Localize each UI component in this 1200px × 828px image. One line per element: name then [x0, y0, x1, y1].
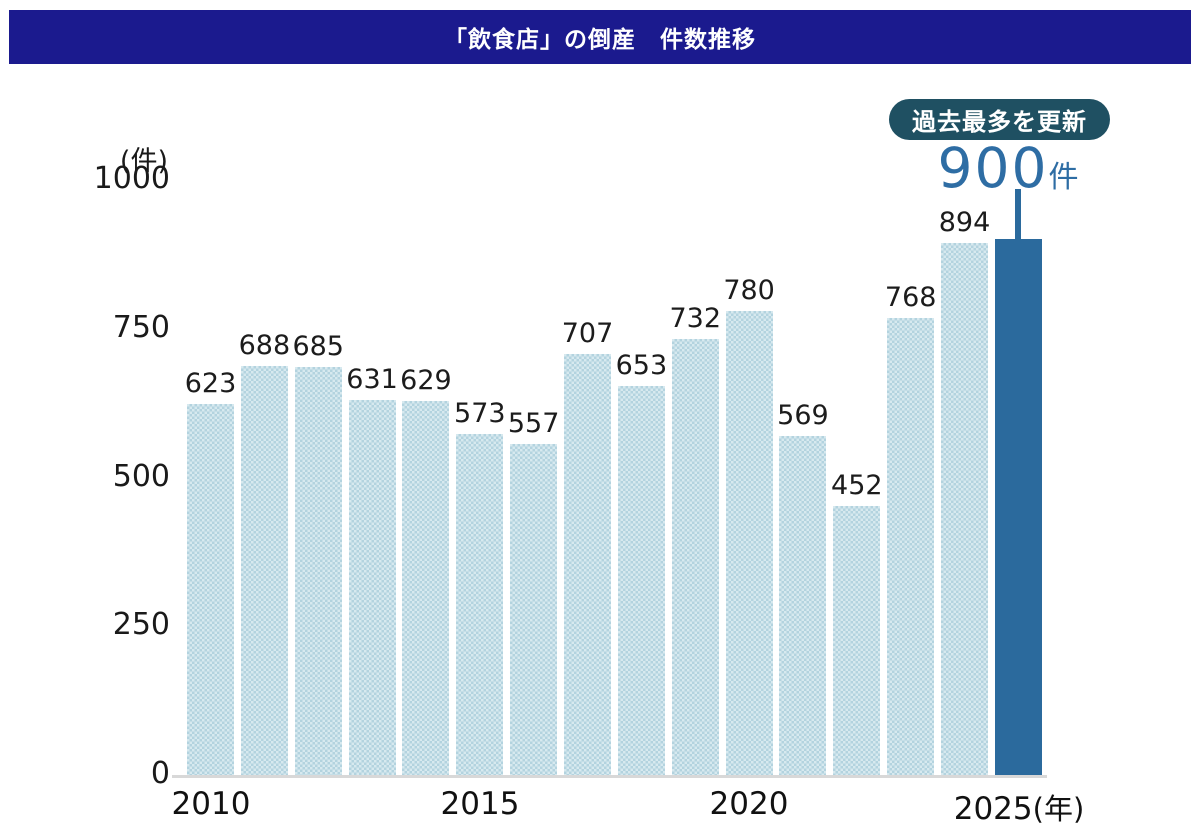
callout-connector-line: [1015, 189, 1021, 241]
bar-value-label-2012: 685: [292, 331, 344, 362]
bar-2012: 685: [292, 331, 344, 775]
x-tick-2010: 2010: [171, 786, 251, 822]
x-tick-2015: 2015: [440, 786, 520, 822]
bar-2023: 768: [885, 282, 936, 775]
bar-value-label-2024: 894: [938, 207, 991, 238]
bar-value-label-2016: 557: [507, 408, 560, 439]
bar-value-label-2021: 569: [777, 400, 829, 431]
bar-value-label-2017: 707: [561, 318, 614, 349]
bar-2017: 707: [562, 318, 613, 775]
bar-2022: 452: [831, 470, 883, 775]
bar-2016: 557: [508, 408, 559, 775]
x-tick-2020: 2020: [709, 786, 789, 822]
y-tick-750: 750: [112, 310, 170, 345]
y-tick-500: 500: [112, 459, 170, 494]
highlight-value-callout: 900 件: [938, 136, 1079, 200]
bar-2024: 894: [939, 207, 990, 775]
bar-value-label-2011: 688: [238, 330, 291, 361]
bar-2011: 688: [239, 330, 290, 775]
bar-2021: 569: [777, 400, 829, 775]
record-high-badge-label: 過去最多を更新: [912, 108, 1087, 136]
chart-title-bar: 「飲食店」の倒産 件数推移: [9, 10, 1191, 64]
x-axis-unit-suffix: (年): [1032, 792, 1085, 826]
y-axis-unit-label: (件): [119, 146, 168, 177]
bar-value-label-2022: 452: [831, 470, 883, 501]
bar-value-label-2014: 629: [400, 365, 452, 396]
chart-title: 「飲食店」の倒産 件数推移: [444, 27, 756, 53]
bar-value-label-2023: 768: [884, 282, 937, 313]
y-tick-250: 250: [112, 607, 170, 642]
record-high-badge: 過去最多を更新: [889, 99, 1110, 140]
bar-2013: 631: [346, 364, 398, 775]
bar-value-label-2020: 780: [723, 275, 775, 306]
x-tick-2025: 2025(年): [953, 791, 1085, 827]
x-axis-baseline: [172, 775, 1047, 778]
highlight-value-unit: 件: [1048, 160, 1079, 195]
bar-value-label-2019: 732: [669, 303, 722, 334]
bar-2025: [994, 239, 1042, 775]
bar-2018: 653: [616, 350, 667, 775]
bar-2010: 623: [185, 368, 236, 775]
bars: 623 688 685 631 629 573 557 707 653 732 780 569 452 7…: [185, 180, 1042, 775]
bar-2015: 573: [454, 398, 506, 775]
bar-2014: 629: [400, 365, 452, 775]
bar-2020: 780: [723, 275, 775, 775]
highlight-value: 900: [937, 136, 1049, 200]
bar-2019: 732: [669, 303, 721, 775]
bar-value-label-2015: 573: [454, 398, 506, 429]
bar-value-label-2018: 653: [615, 350, 668, 381]
y-tick-0: 0: [150, 756, 170, 791]
bar-value-label-2013: 631: [346, 364, 398, 395]
y-tick-1000: 1000: [93, 161, 170, 196]
bar-value-label-2010: 623: [184, 368, 237, 399]
